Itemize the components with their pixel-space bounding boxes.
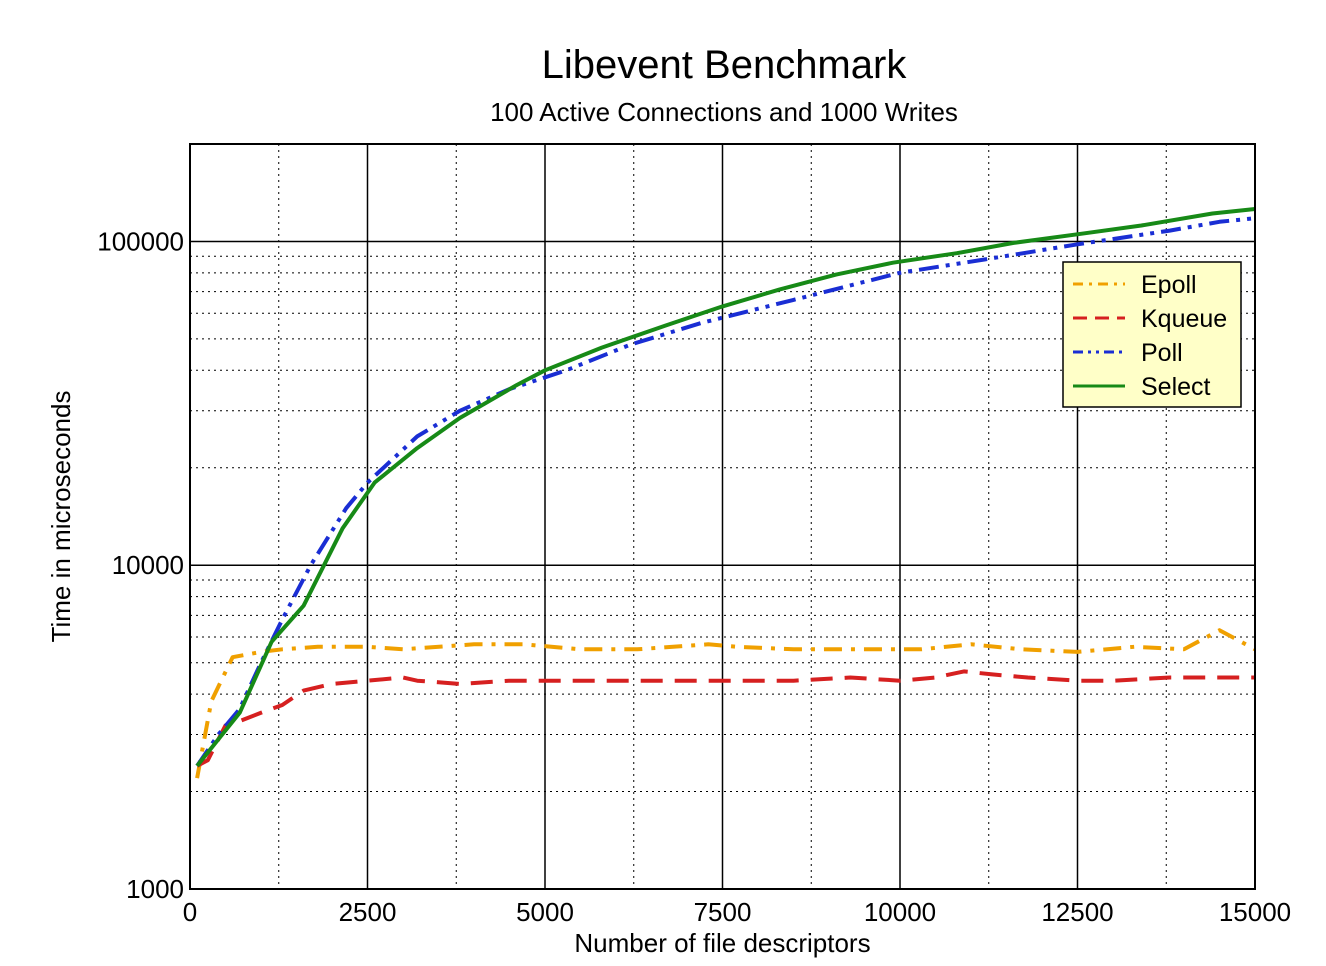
plot-frame — [189, 143, 1256, 890]
x-tick-label: 7500 — [694, 897, 752, 927]
series-line-epoll — [195, 628, 1256, 779]
series-line-kqueue — [196, 669, 1255, 768]
y-tick-label: 10000 — [112, 550, 184, 580]
x-tick-label: 2500 — [339, 897, 397, 927]
x-axis-label: Number of file descriptors — [574, 928, 870, 958]
plot-lines — [195, 207, 1256, 779]
legend-label-kqueue: Kqueue — [1141, 305, 1227, 333]
y-axis-label: Time in microseconds — [46, 391, 76, 643]
legend-box — [1062, 261, 1242, 408]
x-tick-label: 10000 — [864, 897, 936, 927]
x-tick-label: 15000 — [1219, 897, 1291, 927]
legend: Epoll Kqueue Poll Select — [1062, 261, 1242, 408]
legend-label-select: Select — [1141, 373, 1211, 401]
y-tick-label: 100000 — [97, 226, 184, 256]
legend-label-epoll: Epoll — [1141, 271, 1197, 299]
series-line-select — [195, 207, 1256, 768]
chart-subtitle: 100 Active Connections and 1000 Writes — [490, 97, 958, 127]
y-tick-label: 1000 — [126, 874, 184, 904]
x-tick-label: 12500 — [1041, 897, 1113, 927]
tick-labels: 0 2500 5000 7500 10000 12500 15000 1000 10000 100… — [97, 226, 1291, 927]
chart-title: Libevent Benchmark — [542, 43, 908, 87]
legend-label-poll: Poll — [1141, 339, 1183, 367]
x-tick-label: 0 — [183, 897, 197, 927]
x-tick-label: 5000 — [516, 897, 574, 927]
